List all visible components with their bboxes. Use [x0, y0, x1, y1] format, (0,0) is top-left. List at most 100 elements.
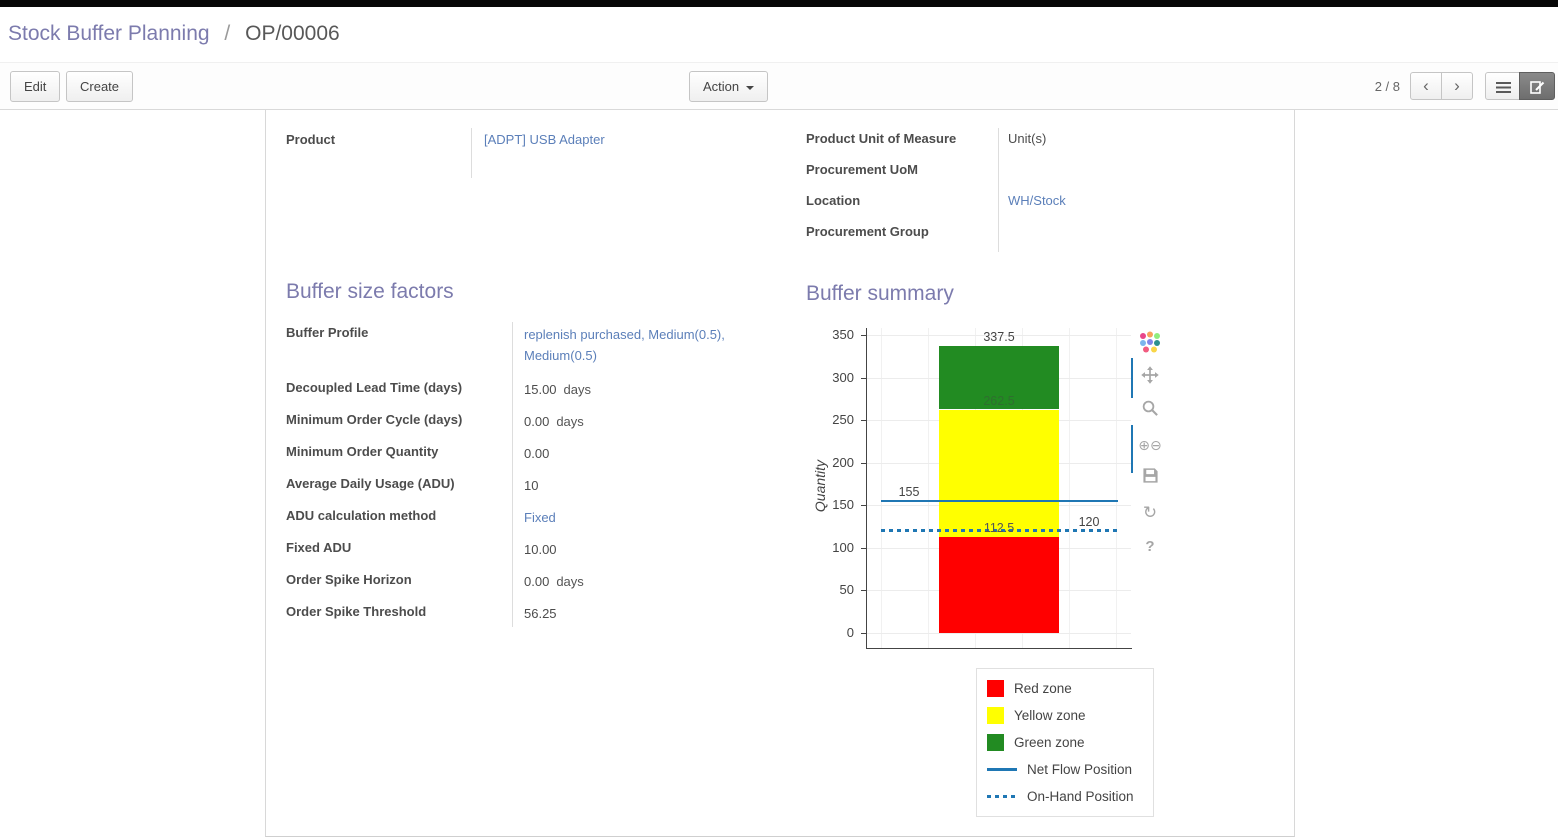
factor-row: Average Daily Usage (ADU) 10	[286, 471, 791, 503]
factor-value: 0.00	[524, 574, 550, 589]
field-row: Product [ADPT] USB Adapter	[286, 126, 786, 147]
dotted-swatch	[987, 795, 1017, 798]
chart-annotation: 337.5	[983, 329, 1015, 344]
square-swatch	[987, 707, 1004, 724]
y-tick	[861, 420, 866, 422]
factor-row: Order Spike Threshold 56.25	[286, 599, 791, 631]
breadcrumb: Stock Buffer Planning / OP/00006	[0, 7, 1558, 63]
red-zone-bar	[939, 537, 1059, 633]
legend-label: Yellow zone	[1014, 708, 1086, 723]
list-view-button[interactable]	[1485, 72, 1521, 100]
y-tick	[861, 462, 866, 464]
line-swatch	[987, 768, 1017, 771]
pager-previous-button[interactable]: ‹	[1410, 72, 1442, 100]
factor-row: Fixed ADU 10.00	[286, 535, 791, 567]
buffer-size-factors-title: Buffer size factors	[286, 280, 454, 303]
pan-icon[interactable]	[1140, 365, 1160, 389]
factor-value-wrap: 56.25	[524, 603, 779, 624]
factor-label: Order Spike Threshold	[286, 604, 427, 619]
breadcrumb-separator: /	[224, 22, 231, 45]
field-row: Procurement Group	[806, 219, 1276, 250]
save-icon[interactable]	[1142, 467, 1159, 491]
y-tick	[861, 505, 866, 507]
green-zone-bar	[939, 345, 1059, 410]
on-hand-position-line	[881, 528, 1118, 532]
factor-value: 56.25	[524, 606, 557, 621]
top-black-bar	[0, 0, 1558, 7]
control-bar: Edit Create Action 2 / 8 ‹ ›	[0, 63, 1558, 110]
modebar-indicator	[1131, 358, 1133, 398]
factor-value: 0.00	[524, 446, 550, 461]
breadcrumb-current: OP/00006	[245, 22, 340, 45]
v-gridline	[1069, 328, 1070, 648]
factor-label: Minimum Order Cycle (days)	[286, 412, 463, 427]
chart-annotation: 120	[1078, 514, 1100, 529]
legend-item: Yellow zone	[987, 702, 1153, 729]
help-icon[interactable]: ?	[1145, 538, 1155, 555]
pager-next-button[interactable]: ›	[1441, 72, 1473, 100]
create-button[interactable]: Create	[66, 71, 134, 102]
product-field-value-link[interactable]: [ADPT] USB Adapter	[484, 132, 605, 147]
field-value-link[interactable]: WH/Stock	[1008, 193, 1066, 208]
product-field-label: Product	[286, 132, 336, 147]
factor-value-wrap: Fixed	[524, 507, 779, 528]
factor-value: 10.00	[524, 542, 557, 557]
field-value: Unit(s)	[1008, 131, 1047, 146]
form-view-button[interactable]	[1519, 72, 1555, 100]
y-axis-line	[866, 328, 867, 649]
factor-label: Buffer Profile	[286, 325, 369, 340]
field-row: Product Unit of Measure Unit(s)	[806, 126, 1276, 157]
factor-value-wrap: 10.00	[524, 539, 779, 560]
breadcrumb-parent-link[interactable]: Stock Buffer Planning	[8, 22, 210, 45]
factor-label: Average Daily Usage (ADU)	[286, 476, 455, 491]
y-tick	[861, 590, 866, 592]
column-separator	[998, 128, 999, 252]
buffer-summary-title: Buffer summary	[806, 282, 954, 305]
factor-value: 0.00	[524, 414, 550, 429]
v-gridline	[928, 328, 929, 648]
y-tick-label: 200	[832, 454, 854, 470]
buffer-summary-chart: 0 50 100 150 200 250 300 350 Quantity 337.5 262.5 1…	[806, 325, 1166, 825]
zoom-in-out-icon[interactable]: ⊕⊖	[1138, 437, 1162, 453]
form-sheet: Product [ADPT] USB Adapter Product Unit …	[265, 110, 1295, 837]
factor-label: Minimum Order Quantity	[286, 444, 439, 459]
factor-value-wrap: replenish purchased, Medium(0.5), Medium…	[524, 324, 779, 366]
pager-counter: 2 / 8	[1374, 79, 1400, 94]
chart-annotation: 262.5	[983, 393, 1015, 408]
factor-row: Decoupled Lead Time (days) 15.00 days	[286, 375, 791, 407]
factor-value-link[interactable]: Fixed	[524, 510, 556, 525]
factor-value-suffix: days	[556, 574, 584, 589]
edit-button[interactable]: Edit	[10, 71, 61, 102]
field-label: Product Unit of Measure	[806, 131, 957, 146]
y-tick	[861, 377, 866, 379]
legend-label: On-Hand Position	[1027, 789, 1134, 804]
y-axis-title: Quantity	[812, 459, 828, 513]
chart-annotation: 155	[898, 485, 920, 500]
x-axis-line	[866, 648, 1132, 649]
legend-item: Net Flow Position	[987, 756, 1153, 783]
chart-modebar: ⊕⊖ ↻?	[1137, 331, 1163, 569]
plotly-logo-icon	[1139, 331, 1161, 355]
y-tick-label: 100	[832, 539, 854, 555]
legend-item: On-Hand Position	[987, 783, 1153, 810]
factor-value: 10	[524, 478, 539, 493]
action-dropdown-button[interactable]: Action	[689, 71, 769, 102]
field-label: Procurement Group	[806, 224, 929, 239]
factor-value: 15.00	[524, 382, 557, 397]
procurement-field-group: Product Unit of Measure Unit(s) Procuremen…	[806, 126, 1276, 252]
zoom-icon[interactable]	[1141, 399, 1159, 423]
factor-row: ADU calculation method Fixed	[286, 503, 791, 535]
chevron-down-icon	[746, 85, 755, 90]
factor-value-link[interactable]: replenish purchased, Medium(0.5), Medium…	[524, 327, 725, 363]
autoscale-icon[interactable]: ↻	[1142, 503, 1158, 522]
h-gridline	[866, 633, 1131, 634]
factor-value-wrap: 10	[524, 475, 779, 496]
y-tick	[861, 633, 866, 634]
list-icon	[1495, 81, 1511, 97]
legend-label: Green zone	[1014, 735, 1085, 750]
field-row: Location WH/Stock	[806, 188, 1276, 219]
h-gridline	[866, 335, 1131, 336]
y-tick-label: 300	[832, 369, 854, 385]
factor-row: Buffer Profile replenish purchased, Mediu…	[286, 320, 791, 375]
factor-label: Fixed ADU	[286, 540, 352, 555]
